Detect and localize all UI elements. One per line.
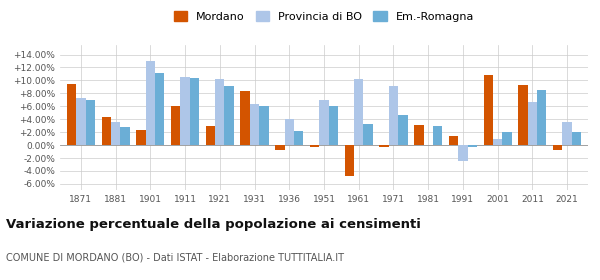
Bar xyxy=(502,132,512,145)
Legend: Mordano, Provincia di BO, Em.-Romagna: Mordano, Provincia di BO, Em.-Romagna xyxy=(170,7,478,26)
Bar xyxy=(414,125,424,145)
Bar xyxy=(190,78,199,145)
Bar xyxy=(310,145,319,147)
Bar xyxy=(86,100,95,145)
Bar xyxy=(111,122,120,145)
Bar xyxy=(537,90,547,145)
Bar xyxy=(284,119,294,145)
Bar xyxy=(344,145,354,176)
Bar xyxy=(215,79,224,145)
Bar xyxy=(136,130,146,145)
Bar xyxy=(493,139,502,145)
Bar xyxy=(389,86,398,145)
Bar xyxy=(241,91,250,145)
Bar xyxy=(206,126,215,145)
Bar xyxy=(449,136,458,145)
Bar xyxy=(319,100,329,145)
Bar xyxy=(275,145,284,150)
Bar xyxy=(553,145,562,150)
Bar xyxy=(379,145,389,147)
Bar xyxy=(364,124,373,145)
Bar xyxy=(224,86,234,145)
Bar xyxy=(329,106,338,145)
Text: COMUNE DI MORDANO (BO) - Dati ISTAT - Elaborazione TUTTITALIA.IT: COMUNE DI MORDANO (BO) - Dati ISTAT - El… xyxy=(6,252,344,262)
Bar xyxy=(171,106,181,145)
Bar xyxy=(433,126,442,145)
Bar xyxy=(67,84,76,145)
Bar xyxy=(572,132,581,145)
Bar xyxy=(294,131,304,145)
Bar xyxy=(458,145,467,161)
Text: Variazione percentuale della popolazione ai censimenti: Variazione percentuale della popolazione… xyxy=(6,218,421,231)
Bar xyxy=(76,98,86,145)
Bar xyxy=(398,115,407,145)
Bar xyxy=(484,75,493,145)
Bar xyxy=(354,79,364,145)
Bar xyxy=(181,77,190,145)
Bar xyxy=(146,61,155,145)
Bar xyxy=(528,102,537,145)
Bar xyxy=(518,85,528,145)
Bar xyxy=(120,127,130,145)
Bar xyxy=(101,117,111,145)
Bar xyxy=(562,122,572,145)
Bar xyxy=(250,104,259,145)
Bar xyxy=(155,73,164,145)
Bar xyxy=(259,106,269,145)
Bar xyxy=(467,145,477,147)
